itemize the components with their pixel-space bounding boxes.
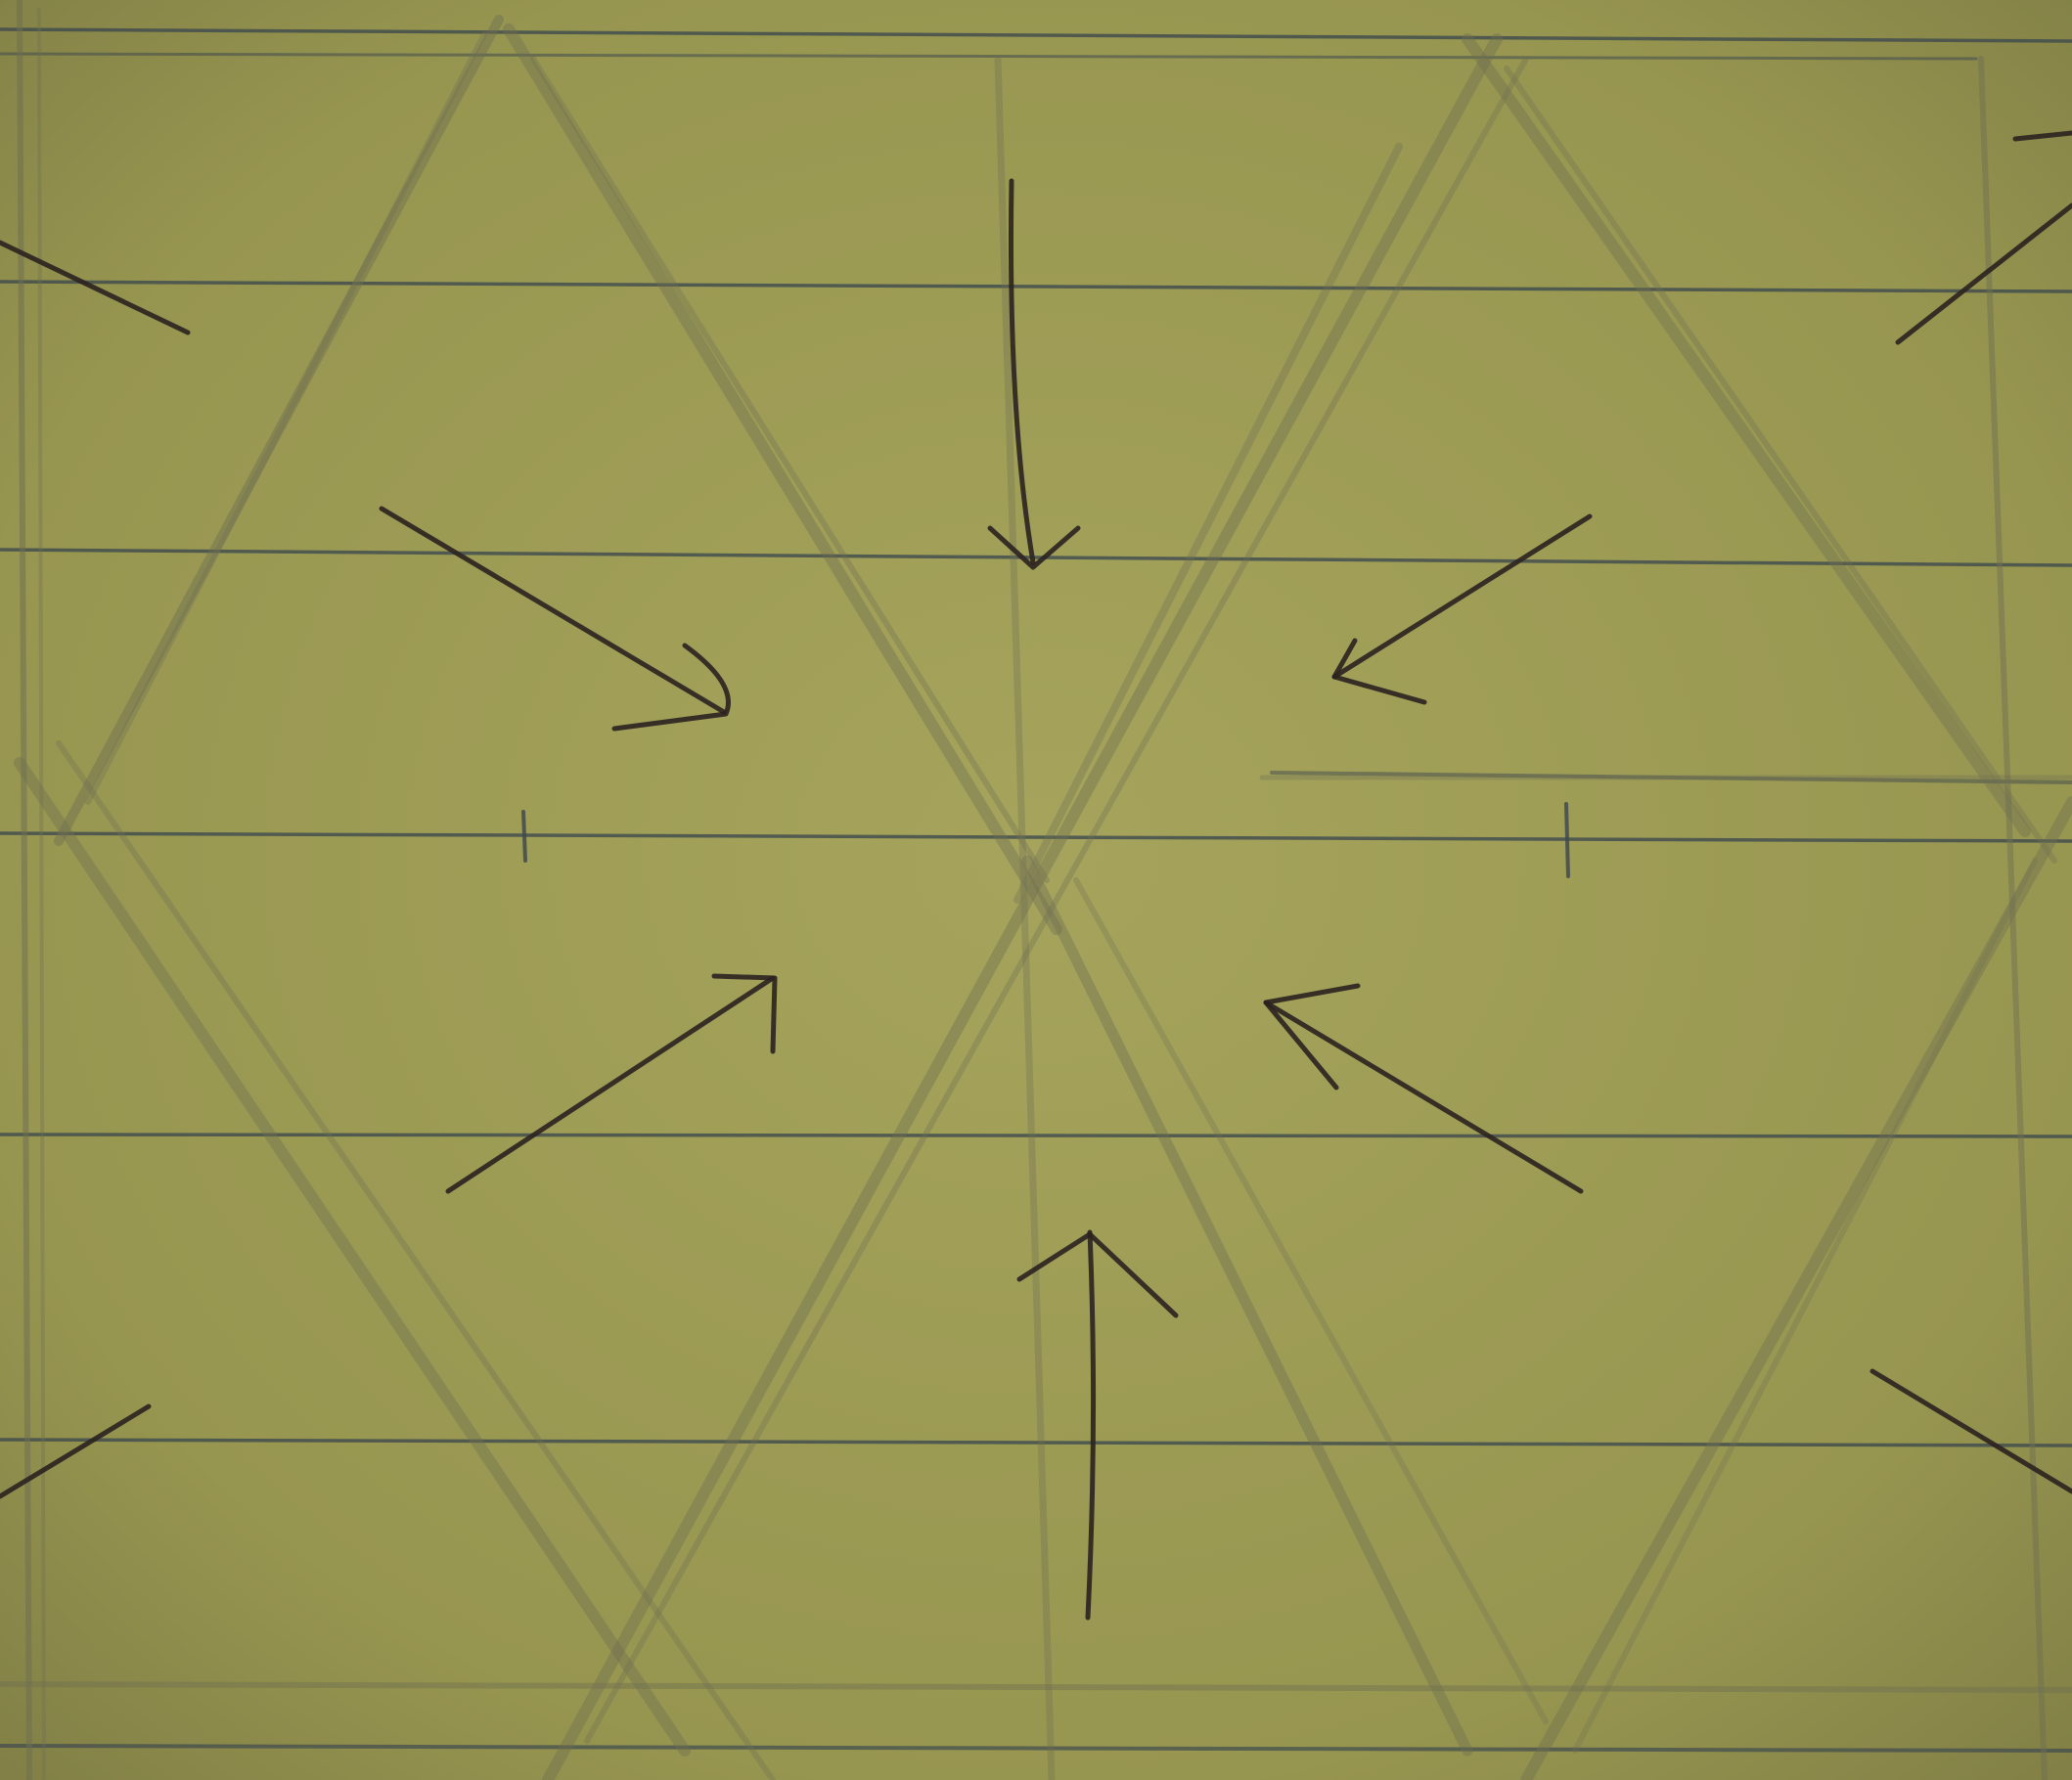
ruled-line [0,548,2072,567]
arrow-shaft [1869,1368,2072,1494]
pencil-stroke [1520,796,2072,1780]
ruled-line [0,831,2072,843]
arrow-shaft [1008,178,1036,565]
arrow-shaft [0,240,191,335]
ruled-line [0,52,1978,61]
pencil-stroke [37,8,46,1780]
pencil-construction-lines [14,0,2072,1780]
arrow-head [987,525,1081,570]
ruled-lines [0,27,2072,1753]
pencil-stroke [14,757,691,1757]
arrow-head [2012,130,2072,142]
pencil-stroke [994,55,1056,1780]
arrow-shaft [1263,1000,1584,1194]
ruled-line [0,1438,2072,1447]
ruled-line [0,280,2072,293]
tick-mark [521,810,527,863]
pencil-stroke [1504,66,2057,864]
pencil-stroke [584,56,1529,1744]
arrow-head [1263,983,1361,1090]
pencil-stroke [1572,858,2038,1754]
pencil-stroke [1021,855,1473,1757]
ruled-line [0,27,2072,43]
arrow-head [1331,638,1427,705]
arrow-shaft [379,506,727,715]
ruled-line [0,1681,2072,1693]
pencil-stroke [1073,877,1549,1724]
arrow-shaft [445,975,776,1194]
arrow-shaft [0,1403,152,1499]
pencil-stroke [85,31,487,805]
pencil-stroke [54,15,504,846]
tick-mark [1564,802,1570,878]
arrow-shaft [1085,1229,1097,1621]
pencil-stroke [1462,33,2031,837]
arrow-head [711,973,778,1054]
ruled-line [1270,771,2072,784]
pencil-stroke [17,0,32,1780]
pencil-stroke [542,33,1503,1780]
pencil-stroke [1013,143,1403,904]
pencil-stroke [530,56,1050,883]
ink-arrows [0,130,2072,1621]
arrow-shaft [1331,513,1593,680]
ruled-line [0,1133,2072,1138]
tick-marks [521,802,1570,878]
arrow-head [611,643,731,732]
arrow-head [1016,1231,1179,1318]
pencil-stroke [503,23,1062,935]
pencil-stroke [56,740,776,1780]
arrow-shaft [1895,202,2072,345]
pencil-stroke [1978,56,2048,1780]
ruled-line [0,1744,2072,1753]
